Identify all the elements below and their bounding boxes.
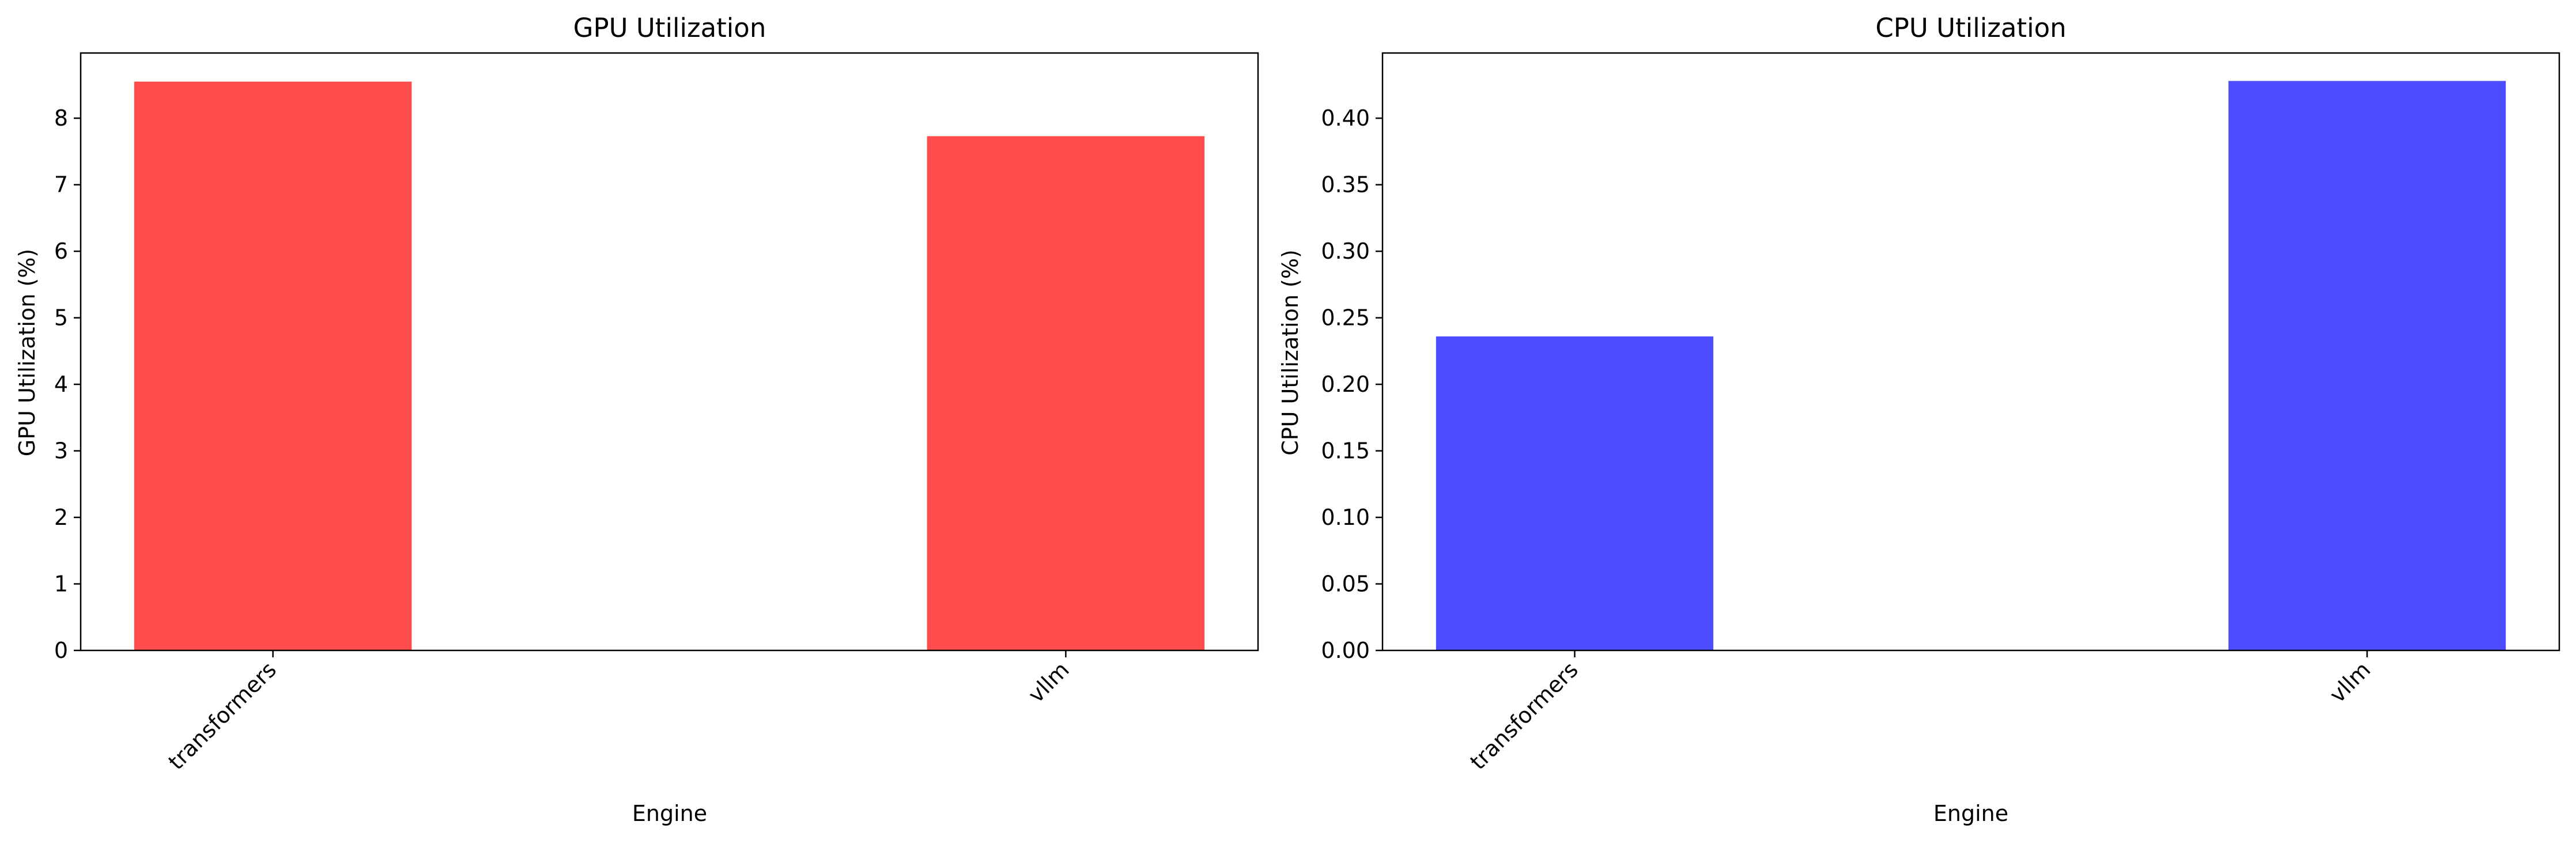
bar-vllm: [2228, 81, 2506, 651]
x-axis-label: Engine: [632, 801, 707, 826]
y-tick-label: 7: [54, 172, 68, 198]
y-tick-label: 1: [54, 572, 68, 597]
bar-transformers: [1436, 336, 1714, 650]
cpu-utilization-chart: CPU Utilization Engine CPU Utilization (…: [1278, 13, 2560, 826]
y-tick-label: 0.40: [1321, 105, 1370, 131]
y-tick-label: 4: [54, 372, 68, 397]
x-tick-label: vllm: [2325, 657, 2375, 707]
y-tick-label: 6: [54, 239, 68, 264]
y-tick-label: 0.20: [1321, 372, 1370, 397]
chart-title: GPU Utilization: [573, 13, 766, 43]
y-tick-label: 0.15: [1321, 438, 1370, 464]
gpu-utilization-chart: GPU Utilization Engine GPU Utilization (…: [14, 13, 1259, 826]
y-axis-label: GPU Utilization (%): [14, 249, 40, 457]
x-tick-label: transformers: [164, 657, 281, 774]
y-tick-label: 2: [54, 505, 68, 530]
y-tick-label: 0.00: [1321, 638, 1370, 663]
x-tick-label: transformers: [1465, 657, 1582, 774]
y-axis-label: CPU Utilization (%): [1278, 249, 1303, 456]
y-tick-label: 3: [54, 438, 68, 464]
y-tick-label: 0.10: [1321, 505, 1370, 530]
x-axis-label: Engine: [1933, 801, 2008, 826]
y-tick-label: 0: [54, 638, 68, 663]
y-tick-label: 0.35: [1321, 172, 1370, 198]
bar-transformers: [134, 81, 412, 651]
x-tick-label: vllm: [1023, 657, 1074, 707]
y-tick-label: 8: [54, 105, 68, 131]
axes-frame: [80, 52, 1259, 652]
bar-vllm: [927, 136, 1205, 650]
y-tick-label: 0.30: [1321, 239, 1370, 264]
y-tick-label: 0.05: [1321, 572, 1370, 597]
axes-frame: [1381, 52, 2560, 652]
y-tick-label: 5: [54, 305, 68, 331]
y-tick-label: 0.25: [1321, 305, 1370, 331]
chart-title: CPU Utilization: [1875, 13, 2066, 43]
